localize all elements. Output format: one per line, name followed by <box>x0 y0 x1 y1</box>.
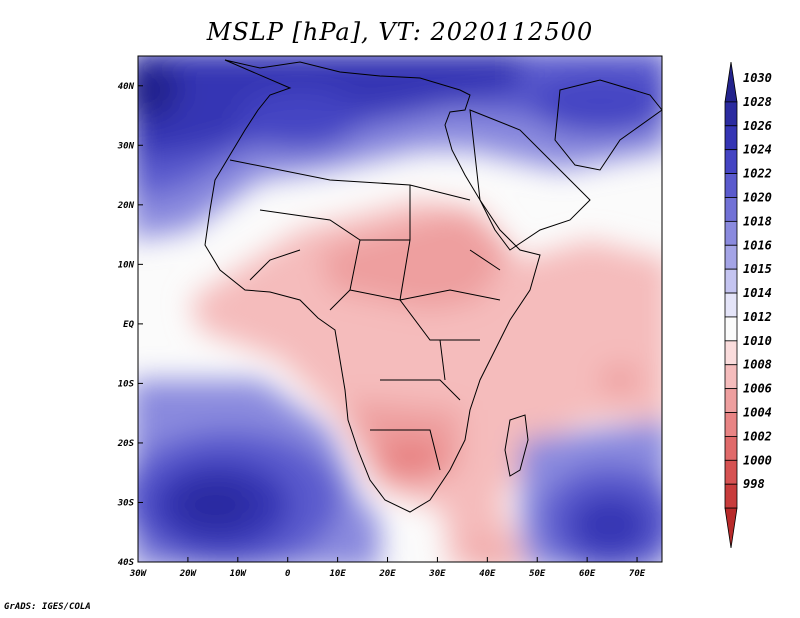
colorbar-swatch <box>724 197 738 222</box>
lon-tick-label: 30W <box>129 569 148 579</box>
map-frame <box>137 55 663 563</box>
colorbar-level-label: 1006 <box>743 382 772 396</box>
colorbar-swatch <box>724 364 738 390</box>
colorbar-swatch <box>724 388 738 413</box>
lat-tick-label: 20N <box>117 201 135 211</box>
lat-tick-label: 30N <box>117 141 135 151</box>
lon-tick-label: 20E <box>378 569 396 579</box>
colorbar-level-label: 1002 <box>743 429 772 443</box>
grads-credit: GrADS: IGES/COLA <box>4 602 91 612</box>
lat-tick-label: 40S <box>118 558 135 568</box>
longitude-axis: 30W 20W 10W 0 10E 20E 30E 40E 50E 60E 70E <box>129 557 646 579</box>
colorbar-swatch <box>724 483 738 509</box>
lat-tick-label: 20S <box>117 439 135 449</box>
colorbar-level-label: 1028 <box>743 95 772 109</box>
lat-tick-label: 10N <box>118 260 135 270</box>
colorbar-level-label: 1004 <box>743 406 772 420</box>
colorbar-level-label: 1000 <box>743 453 772 467</box>
map-title: MSLP [hPa], VT: 2020112500 <box>206 18 594 46</box>
lon-tick-label: 60E <box>579 569 596 579</box>
colorbar-level-label: 1026 <box>743 119 772 133</box>
colorbar-swatch <box>724 459 738 485</box>
colorbar-level-label: 1012 <box>743 310 772 324</box>
colorbar-level-label: 1018 <box>743 214 772 228</box>
colorbar-level-label: 1016 <box>743 238 772 252</box>
colorbar-swatch <box>724 220 738 246</box>
colorbar-swatch <box>724 316 738 342</box>
colorbar-swatch <box>724 125 738 151</box>
colorbar-swatch <box>724 173 738 198</box>
colorbar-swatch <box>724 292 738 318</box>
lat-tick-label: EQ <box>123 320 134 330</box>
pressure-field <box>138 56 662 562</box>
colorbar-level-label: 1030 <box>743 71 772 85</box>
colorbar-level-label: 1008 <box>743 358 772 372</box>
colorbar-level-label: 1024 <box>743 143 772 157</box>
colorbar-swatch <box>724 268 738 294</box>
colorbar-level-label: 1015 <box>743 262 772 276</box>
colorbar-swatch <box>724 340 738 366</box>
lon-tick-label: 70E <box>629 569 646 579</box>
colorbar: 1030 1028 1026 1024 1022 1020 1018 1016 1015 1014… <box>724 61 772 549</box>
lon-tick-label: 20W <box>179 569 198 579</box>
lon-tick-label: 0 <box>285 569 291 579</box>
colorbar-swatch <box>724 436 738 461</box>
lat-tick-label: 10S <box>118 379 135 389</box>
colorbar-level-label: 1020 <box>743 190 772 204</box>
coastlines <box>204 59 662 513</box>
colorbar-level-label: 1010 <box>743 334 772 348</box>
colorbar-swatch <box>724 61 738 103</box>
latitude-axis: 40N 30N 20N 10N EQ 10S 20S 30S 40S <box>117 82 143 568</box>
colorbar-swatch <box>724 149 738 174</box>
colorbar-swatch <box>724 244 738 270</box>
colorbar-level-label: 998 <box>743 477 765 491</box>
lon-tick-label: 50E <box>529 569 546 579</box>
lon-tick-label: 10W <box>230 569 248 579</box>
lon-tick-label: 10E <box>329 569 346 579</box>
colorbar-swatch <box>724 412 738 437</box>
lat-tick-label: 30S <box>117 498 135 508</box>
lon-tick-label: 40E <box>479 569 496 579</box>
lat-tick-label: 40N <box>118 82 135 92</box>
colorbar-swatch <box>724 101 738 127</box>
colorbar-level-label: 1022 <box>743 167 772 181</box>
lon-tick-label: 30E <box>428 569 446 579</box>
colorbar-level-label: 1014 <box>743 286 772 300</box>
colorbar-swatch <box>724 507 738 549</box>
